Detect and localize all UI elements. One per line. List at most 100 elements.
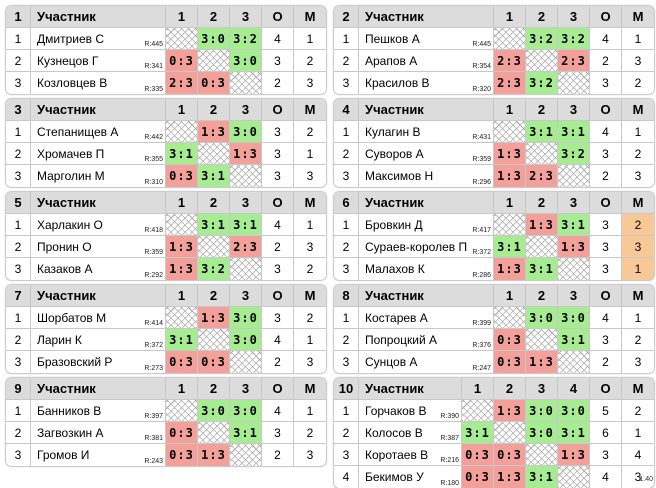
player-name-cell[interactable]: Попроцкий А R:376 [359,329,494,350]
player-name-cell[interactable]: Загвозкин А R:381 [31,422,166,443]
self-match-cell [494,307,526,328]
player-name-cell[interactable]: Суворов А R:359 [359,143,494,164]
place-header: М [632,288,644,303]
player-name-cell[interactable]: Кулагин В R:431 [359,121,494,142]
match-score: 3:1 [198,165,230,187]
player-name[interactable]: Сураев-королев П [365,239,468,254]
player-name-cell[interactable]: Сунцов А R:247 [359,351,494,373]
match-score: 3:1 [230,214,262,235]
player-name-cell[interactable]: Костарев А R:399 [359,307,494,328]
player-name-cell[interactable]: Банников В R:397 [31,400,166,421]
self-match-cell [166,214,198,235]
player-name-cell[interactable]: Максимов Н R:296 [359,165,494,187]
player-name-cell[interactable]: Горчаков В R:390 [359,400,462,421]
player-name-cell[interactable]: Пешков А R:445 [359,28,494,49]
player-points: 3 [590,214,622,235]
player-name-cell[interactable]: Громов И R:243 [31,444,166,466]
player-name-cell[interactable]: Кузнецов Г R:341 [31,50,166,71]
player-name[interactable]: Костарев А [365,310,428,325]
player-name[interactable]: Бекимов У [365,470,424,484]
player-row: 3 Громов И R:243 0:3 1:3 2 3 [6,444,326,466]
player-name-cell[interactable]: Бразовский Р R:273 [31,351,166,373]
column-header-2: 2 [526,99,558,120]
player-name-cell[interactable]: Пронин О R:359 [31,236,166,257]
match-score: 1:3 [166,258,198,280]
group-header-row: 4 Участник 1 2 3 О М [334,99,654,121]
player-name[interactable]: Малахов К [365,262,425,276]
player-rating: R:359 [472,156,491,163]
player-points: 4 [590,466,622,488]
player-row: 3 Коротаев В R:216 0:3 0:3 1:3 3 4 [334,444,654,466]
match-score: 0:3 [494,351,526,373]
player-rating: R:292 [144,272,163,279]
self-match-cell [494,121,526,142]
match-score: 3:0 [526,400,558,421]
player-name-cell[interactable]: Дмитриев С R:445 [31,28,166,49]
match-score: 1:3 [494,258,526,280]
group-header-row: 2 Участник 1 2 3 О М [334,6,654,28]
player-name-cell[interactable]: Казаков А R:292 [31,258,166,280]
player-rating: R:381 [144,435,163,442]
player-name-cell[interactable]: Красилов В R:320 [359,72,494,94]
player-name[interactable]: Казаков А [37,262,93,276]
self-match-cell [526,444,558,465]
player-name[interactable]: Колосов В [365,425,423,440]
column-header-3: 3 [230,192,262,213]
player-name-cell[interactable]: Коротаев В R:216 [359,444,462,465]
player-name-cell[interactable]: Степанищев А R:442 [31,121,166,142]
player-name[interactable]: Бразовский Р [37,355,113,369]
player-name[interactable]: Дмитриев С [37,31,105,46]
player-rating: R:431 [472,134,491,141]
participant-header: Участник [359,6,494,27]
player-name-cell[interactable]: Колосов В R:387 [359,422,462,443]
player-rating: R:310 [144,179,163,186]
player-name[interactable]: Загвозкин А [37,425,104,440]
player-name[interactable]: Шорбатов М [37,310,107,325]
player-index: 1 [6,400,31,421]
player-name[interactable]: Кузнецов Г [37,53,99,68]
participant-header: Участник [31,192,166,213]
player-name[interactable]: Банников В [37,403,102,418]
player-row: 2 Арапов А R:354 2:3 2:3 2 3 [334,50,654,72]
points-header: О [590,378,622,399]
player-name-cell[interactable]: Арапов А R:354 [359,50,494,71]
player-name[interactable]: Марголин М [37,169,105,183]
player-name[interactable]: Горчаков В [365,403,427,418]
player-points: 3 [262,50,294,71]
player-row: 1 Банников В R:397 3:0 3:0 4 1 [6,400,326,422]
place-header: М [304,381,316,396]
player-name[interactable]: Харлакин О [37,217,103,232]
player-name[interactable]: Попроцкий А [365,332,438,347]
player-name-cell[interactable]: Шорбатов М R:414 [31,307,166,328]
player-name[interactable]: Максимов Н [365,169,434,183]
player-name[interactable]: Пешков А [365,31,420,46]
player-name[interactable]: Пронин О [37,239,92,254]
player-name-cell[interactable]: Козловцев В R:335 [31,72,166,94]
player-name-cell[interactable]: Харлакин О R:418 [31,214,166,235]
column-header-3: 3 [558,192,590,213]
match-score: 1:3 [494,400,526,421]
player-name[interactable]: Кулагин В [365,124,421,139]
player-name-cell[interactable]: Марголин М R:310 [31,165,166,187]
player-name[interactable]: Степанищев А [37,124,119,139]
player-name[interactable]: Ларин К [37,332,82,347]
player-name-cell[interactable]: Сураев-королев П R:372 [359,236,494,257]
player-points: 6 [590,422,622,443]
player-name-cell[interactable]: Хромачев П R:355 [31,143,166,164]
player-name[interactable]: Коротаев В [365,447,429,462]
player-name-cell[interactable]: Бекимов У R:180 [359,466,462,488]
player-name-cell[interactable]: Малахов К R:286 [359,258,494,280]
player-name[interactable]: Хромачев П [37,146,105,161]
player-name[interactable]: Арапов А [365,53,418,68]
self-match-cell [230,165,262,187]
player-name[interactable]: Громов И [37,448,90,462]
player-name[interactable]: Суворов А [365,146,424,161]
player-name-cell[interactable]: Бровкин Д R:417 [359,214,494,235]
player-name[interactable]: Бровкин Д [365,217,423,232]
player-name[interactable]: Козловцев В [37,76,108,90]
player-name[interactable]: Сунцов А [365,355,418,369]
player-name-cell[interactable]: Ларин К R:372 [31,329,166,350]
player-row: 1 Степанищев А R:442 1:3 3:0 3 2 [6,121,326,143]
group-number: 6 [334,192,359,213]
player-name[interactable]: Красилов В [365,76,430,90]
